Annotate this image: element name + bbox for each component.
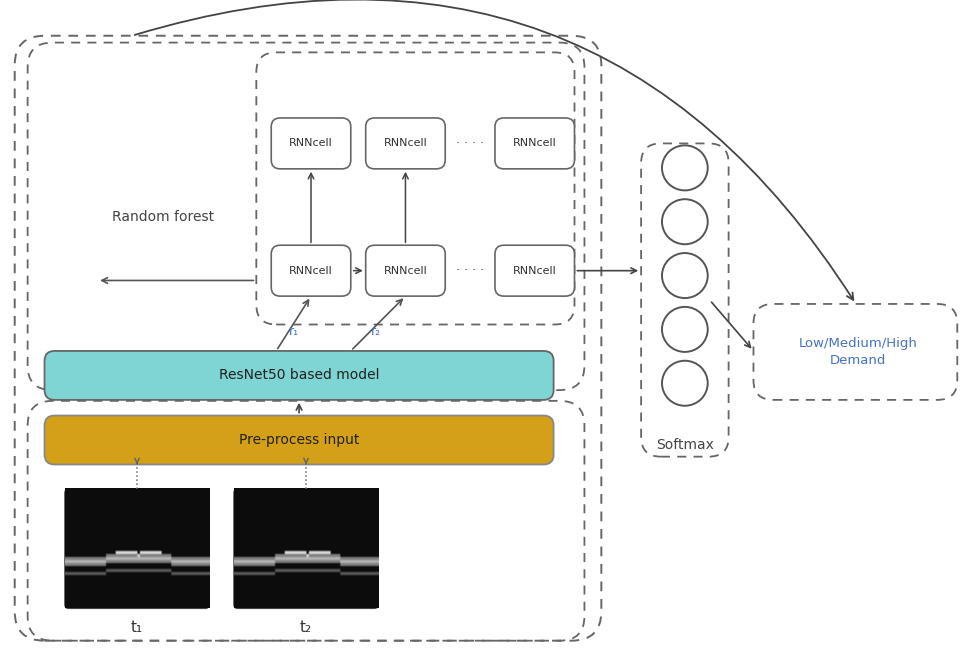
FancyBboxPatch shape	[45, 351, 554, 400]
Text: RNNcell: RNNcell	[513, 266, 557, 276]
FancyBboxPatch shape	[495, 245, 574, 296]
Text: t₂: t₂	[300, 620, 312, 636]
Text: · · · ·: · · · ·	[456, 137, 484, 150]
FancyBboxPatch shape	[234, 489, 378, 608]
Text: RNNcell: RNNcell	[289, 266, 332, 276]
Text: RNNcell: RNNcell	[384, 138, 428, 148]
Text: Random forest: Random forest	[112, 210, 214, 224]
Text: ResNet50 based model: ResNet50 based model	[219, 368, 379, 382]
FancyBboxPatch shape	[271, 245, 351, 296]
Text: t₁: t₁	[131, 620, 143, 636]
Text: Softmax: Softmax	[656, 438, 713, 452]
Text: r₂: r₂	[370, 325, 381, 338]
Text: RNNcell: RNNcell	[513, 138, 557, 148]
FancyBboxPatch shape	[495, 118, 574, 169]
FancyBboxPatch shape	[65, 489, 209, 608]
Text: Low/Medium/High
Demand: Low/Medium/High Demand	[799, 337, 918, 367]
Text: · · · ·: · · · ·	[456, 264, 484, 277]
FancyBboxPatch shape	[365, 118, 445, 169]
Text: RNNcell: RNNcell	[289, 138, 332, 148]
FancyBboxPatch shape	[365, 245, 445, 296]
Text: Pre-process input: Pre-process input	[239, 433, 360, 447]
Text: r₁: r₁	[289, 325, 299, 338]
FancyBboxPatch shape	[271, 118, 351, 169]
Text: RNNcell: RNNcell	[384, 266, 428, 276]
FancyBboxPatch shape	[45, 416, 554, 464]
